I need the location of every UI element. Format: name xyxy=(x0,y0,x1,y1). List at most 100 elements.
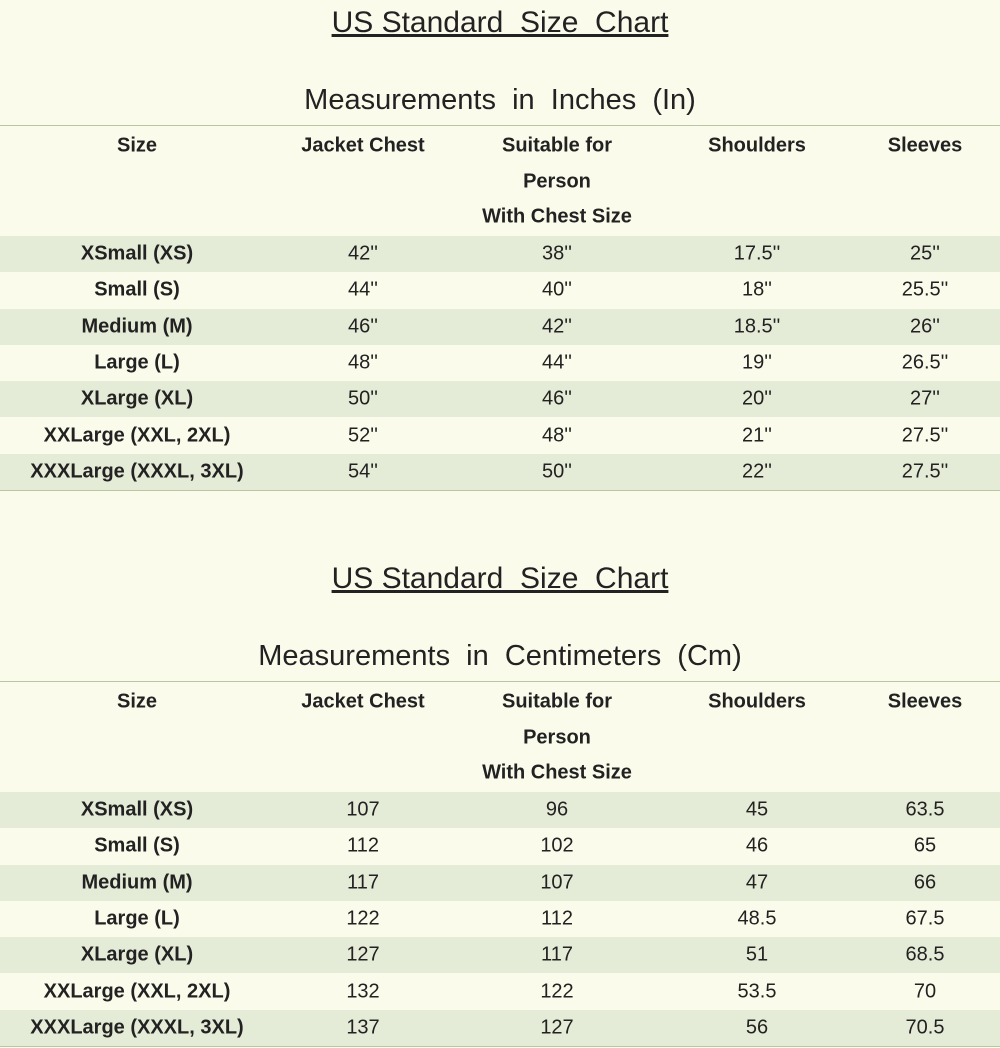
value-cell: 107 xyxy=(540,871,574,894)
value-cell: 18'' xyxy=(742,278,772,301)
size-label: Small (S) xyxy=(94,278,180,301)
value-cell: 27.5'' xyxy=(901,424,949,447)
size-label: Large (L) xyxy=(94,907,180,930)
value-cell: 102 xyxy=(540,834,574,857)
value-cell: 46 xyxy=(745,834,769,857)
value-cell: 48.5 xyxy=(737,907,777,930)
row-band xyxy=(0,864,1000,901)
value-cell: 48'' xyxy=(542,424,572,447)
value-cell: 127 xyxy=(540,1016,574,1039)
header-cell: Shoulders xyxy=(708,690,806,713)
header-cell: Sleeves xyxy=(887,690,963,713)
row-band xyxy=(0,937,1000,974)
value-cell: 44'' xyxy=(348,278,378,301)
size-label: XLarge (XL) xyxy=(80,943,194,966)
value-cell: 27.5'' xyxy=(901,460,949,483)
header-cell: Suitable for xyxy=(501,690,613,713)
value-cell: 63.5 xyxy=(905,798,945,821)
value-cell: 21'' xyxy=(742,424,772,447)
value-cell: 47 xyxy=(745,871,769,894)
value-cell: 122 xyxy=(540,980,574,1003)
header-cell: Jacket Chest xyxy=(301,690,425,713)
rule xyxy=(0,125,1000,126)
value-cell: 42'' xyxy=(542,315,572,338)
value-cell: 107 xyxy=(346,798,380,821)
value-cell: 127 xyxy=(346,943,380,966)
value-cell: 96 xyxy=(545,798,569,821)
value-cell: 56 xyxy=(745,1016,769,1039)
header-cell: With Chest Size xyxy=(482,761,632,784)
header-cell: Suitable for xyxy=(501,134,613,157)
value-cell: 17.5'' xyxy=(733,242,781,265)
value-cell: 65 xyxy=(913,834,937,857)
value-cell: 46'' xyxy=(542,387,572,410)
value-cell: 26.5'' xyxy=(901,351,949,374)
value-cell: 25.5'' xyxy=(901,278,949,301)
size-label: XSmall (XS) xyxy=(80,242,194,265)
size-label: Small (S) xyxy=(94,834,180,857)
subtitle: Measurements in Centimeters (Cm) xyxy=(258,640,742,672)
value-cell: 117 xyxy=(541,943,573,966)
value-cell: 70.5 xyxy=(905,1016,945,1039)
value-cell: 48'' xyxy=(348,351,378,374)
header-cell: Size xyxy=(116,134,158,157)
row-band xyxy=(0,236,1000,273)
title: US Standard Size Chart xyxy=(331,562,669,595)
value-cell: 40'' xyxy=(542,278,572,301)
size-label: XLarge (XL) xyxy=(80,387,194,410)
size-label: Large (L) xyxy=(94,351,180,374)
row-band xyxy=(0,381,1000,418)
value-cell: 68.5 xyxy=(905,943,945,966)
value-cell: 50'' xyxy=(542,460,572,483)
value-cell: 70 xyxy=(913,980,937,1003)
header-cell: Shoulders xyxy=(708,134,806,157)
value-cell: 112 xyxy=(347,834,379,857)
value-cell: 51 xyxy=(745,943,769,966)
value-cell: 112 xyxy=(541,907,573,930)
header-cell: Jacket Chest xyxy=(301,134,425,157)
subtitle: Measurements in Inches (In) xyxy=(304,84,696,116)
size-label: XSmall (XS) xyxy=(80,798,194,821)
size-label: XXXLarge (XXXL, 3XL) xyxy=(30,460,244,483)
row-band xyxy=(0,792,1000,829)
row-band xyxy=(0,308,1000,345)
value-cell: 50'' xyxy=(348,387,378,410)
header-cell: Sleeves xyxy=(887,134,963,157)
size-label: Medium (M) xyxy=(81,315,193,338)
value-cell: 44'' xyxy=(542,351,572,374)
header-cell: Person xyxy=(523,726,591,748)
value-cell: 22'' xyxy=(742,460,772,483)
value-cell: 20'' xyxy=(742,387,772,410)
value-cell: 66 xyxy=(913,871,937,894)
row-band xyxy=(0,453,1000,491)
value-cell: 26'' xyxy=(910,315,940,338)
value-cell: 54'' xyxy=(348,460,378,483)
value-cell: 27'' xyxy=(910,387,940,410)
header-cell: Size xyxy=(116,690,158,713)
size-label: XXXLarge (XXXL, 3XL) xyxy=(30,1016,244,1039)
value-cell: 117 xyxy=(347,871,379,894)
value-cell: 45 xyxy=(745,798,769,821)
size-label: Medium (M) xyxy=(81,871,193,894)
value-cell: 19'' xyxy=(742,351,772,374)
value-cell: 122 xyxy=(346,907,380,930)
title: US Standard Size Chart xyxy=(331,6,669,39)
header-cell: With Chest Size xyxy=(482,205,632,228)
value-cell: 132 xyxy=(346,980,380,1003)
value-cell: 18.5'' xyxy=(733,315,781,338)
value-cell: 52'' xyxy=(348,424,378,447)
value-cell: 42'' xyxy=(348,242,378,265)
rule xyxy=(0,490,1000,492)
header-cell: Person xyxy=(523,170,591,192)
size-label: XXLarge (XXL, 2XL) xyxy=(43,424,231,447)
value-cell: 46'' xyxy=(348,315,378,338)
value-cell: 67.5 xyxy=(905,907,945,930)
rule xyxy=(0,681,1000,682)
value-cell: 25'' xyxy=(910,242,940,265)
value-cell: 53.5 xyxy=(737,980,777,1003)
rule xyxy=(0,1046,1000,1048)
value-cell: 137 xyxy=(346,1016,380,1039)
value-cell: 38'' xyxy=(542,242,572,265)
row-band xyxy=(0,1009,1000,1047)
